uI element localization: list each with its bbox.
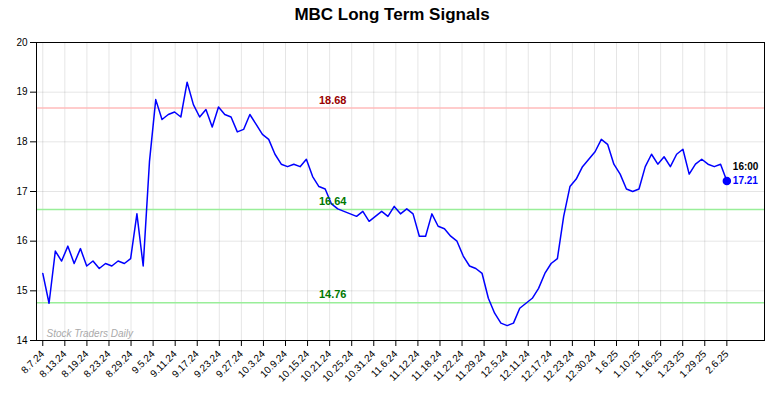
svg-text:1.6.25: 1.6.25 <box>592 348 621 376</box>
svg-text:8.7.24: 8.7.24 <box>19 348 47 376</box>
svg-text:9.27.24: 9.27.24 <box>213 348 246 380</box>
svg-text:14.76: 14.76 <box>319 288 347 300</box>
svg-text:1.23.25: 1.23.25 <box>655 348 687 380</box>
svg-text:11.22.24: 11.22.24 <box>430 348 466 383</box>
svg-text:12.30.24: 12.30.24 <box>563 348 599 384</box>
svg-text:11.12.24: 11.12.24 <box>386 348 422 383</box>
svg-text:18.68: 18.68 <box>319 94 347 106</box>
svg-text:10.3.24: 10.3.24 <box>235 348 268 380</box>
svg-text:17: 17 <box>16 186 28 197</box>
svg-text:16: 16 <box>16 235 28 246</box>
svg-text:11.18.24: 11.18.24 <box>408 348 444 383</box>
svg-text:18: 18 <box>16 136 28 147</box>
svg-text:8.13.24: 8.13.24 <box>37 348 69 380</box>
svg-text:8.29.24: 8.29.24 <box>103 348 135 380</box>
svg-text:15: 15 <box>16 285 28 296</box>
svg-text:16.64: 16.64 <box>319 195 347 207</box>
svg-text:17.21: 17.21 <box>733 175 758 186</box>
svg-text:20: 20 <box>16 37 28 48</box>
svg-text:1.16.25: 1.16.25 <box>632 348 665 380</box>
svg-text:12.17.24: 12.17.24 <box>518 348 554 384</box>
svg-text:Stock Traders Daily: Stock Traders Daily <box>47 328 135 339</box>
svg-text:2.6.25: 2.6.25 <box>703 348 731 376</box>
svg-text:9.11.24: 9.11.24 <box>148 348 179 380</box>
svg-text:8.19.24: 8.19.24 <box>59 348 91 380</box>
html-text:MBC Long Term Signals: MBC Long Term Signals <box>294 5 490 24</box>
svg-text:8.23.24: 8.23.24 <box>81 348 113 380</box>
svg-text:1.29.25: 1.29.25 <box>677 348 709 380</box>
svg-text:9.17.24: 9.17.24 <box>169 348 201 380</box>
svg-text:1.10.25: 1.10.25 <box>610 348 643 380</box>
svg-text:9.23.24: 9.23.24 <box>191 348 223 380</box>
svg-text:12.23.24: 12.23.24 <box>540 348 577 384</box>
svg-text:10.15.24: 10.15.24 <box>275 348 312 384</box>
svg-text:11.6.24: 11.6.24 <box>368 348 400 380</box>
svg-text:9.5.24: 9.5.24 <box>129 348 157 376</box>
svg-text:14: 14 <box>16 335 28 346</box>
svg-text:10.31.24: 10.31.24 <box>342 348 378 384</box>
svg-text:16:00: 16:00 <box>733 161 759 172</box>
svg-text:10.21.24: 10.21.24 <box>298 348 334 384</box>
svg-text:12.11.24: 12.11.24 <box>497 348 532 383</box>
svg-text:12.5.24: 12.5.24 <box>478 348 510 380</box>
svg-text:11.29.24: 11.29.24 <box>453 348 488 383</box>
svg-text:10.25.24: 10.25.24 <box>320 348 356 384</box>
svg-text:10.9.24: 10.9.24 <box>257 348 290 380</box>
svg-text:19: 19 <box>16 86 28 97</box>
